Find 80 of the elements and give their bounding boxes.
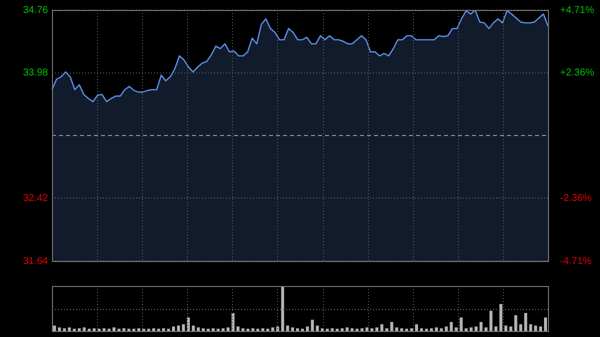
bar [222,328,225,331]
bar [509,326,512,331]
bar [261,328,264,331]
y2-tick-label: -2.36% [560,193,592,204]
bar [172,326,176,331]
y-tick-label: 33.98 [22,68,48,78]
bar [350,328,354,331]
bar [434,327,438,331]
bar [504,326,508,331]
y-tick-label: 34.76 [22,4,48,16]
bar [62,328,66,331]
bar [202,328,205,331]
bar [68,327,71,331]
bar [410,328,414,331]
bar [78,328,81,331]
bar [281,286,284,331]
bar [52,326,56,331]
bar [464,328,468,331]
bar [192,326,195,331]
bar [276,326,280,331]
bar [380,324,384,331]
bar [460,318,463,331]
bar [306,326,309,331]
bar [395,327,398,331]
bar [539,326,542,331]
bar [444,326,448,331]
bar [310,320,314,331]
bar [162,328,166,331]
bar [112,327,116,331]
bar [544,318,548,331]
y2-tick-label: +4.71% [560,4,594,16]
bar [196,327,200,331]
bar [241,328,244,331]
bar [385,328,388,331]
y2-tick-label: -4.71% [560,256,592,267]
y2-tick-label: +2.36% [560,67,594,78]
bar [474,326,478,331]
bar [524,313,528,331]
bar [440,328,443,331]
bar [370,328,374,331]
bar [226,327,230,331]
bar [484,327,488,331]
bar [450,322,453,331]
bar [186,318,190,331]
bar [176,326,180,331]
bar [58,327,61,331]
bar [415,324,418,331]
bar [291,327,294,331]
bar [251,328,254,331]
bar [360,328,364,331]
bar [365,327,368,331]
bar [346,327,349,331]
y-tick-label: 31.64 [22,256,48,267]
bar [470,327,473,331]
bar [286,326,290,331]
bar [232,313,235,331]
bar [271,327,274,331]
y-tick-label: 32.42 [22,193,48,204]
bar [519,324,522,331]
bar [296,328,300,331]
bar [375,327,378,331]
bar [480,322,483,331]
bar [534,326,538,331]
bar [316,326,319,331]
bar [340,328,344,331]
bar [430,328,433,331]
bar [122,328,126,331]
bar [137,328,140,331]
bar [236,326,240,331]
bar [400,328,404,331]
bar [102,328,106,331]
bar [92,328,96,331]
bar [529,324,532,331]
bar [182,324,185,331]
bar [212,328,215,331]
bar [420,328,424,331]
bar [494,326,498,331]
bar [499,304,502,331]
bar [152,328,156,331]
bar [489,310,492,331]
